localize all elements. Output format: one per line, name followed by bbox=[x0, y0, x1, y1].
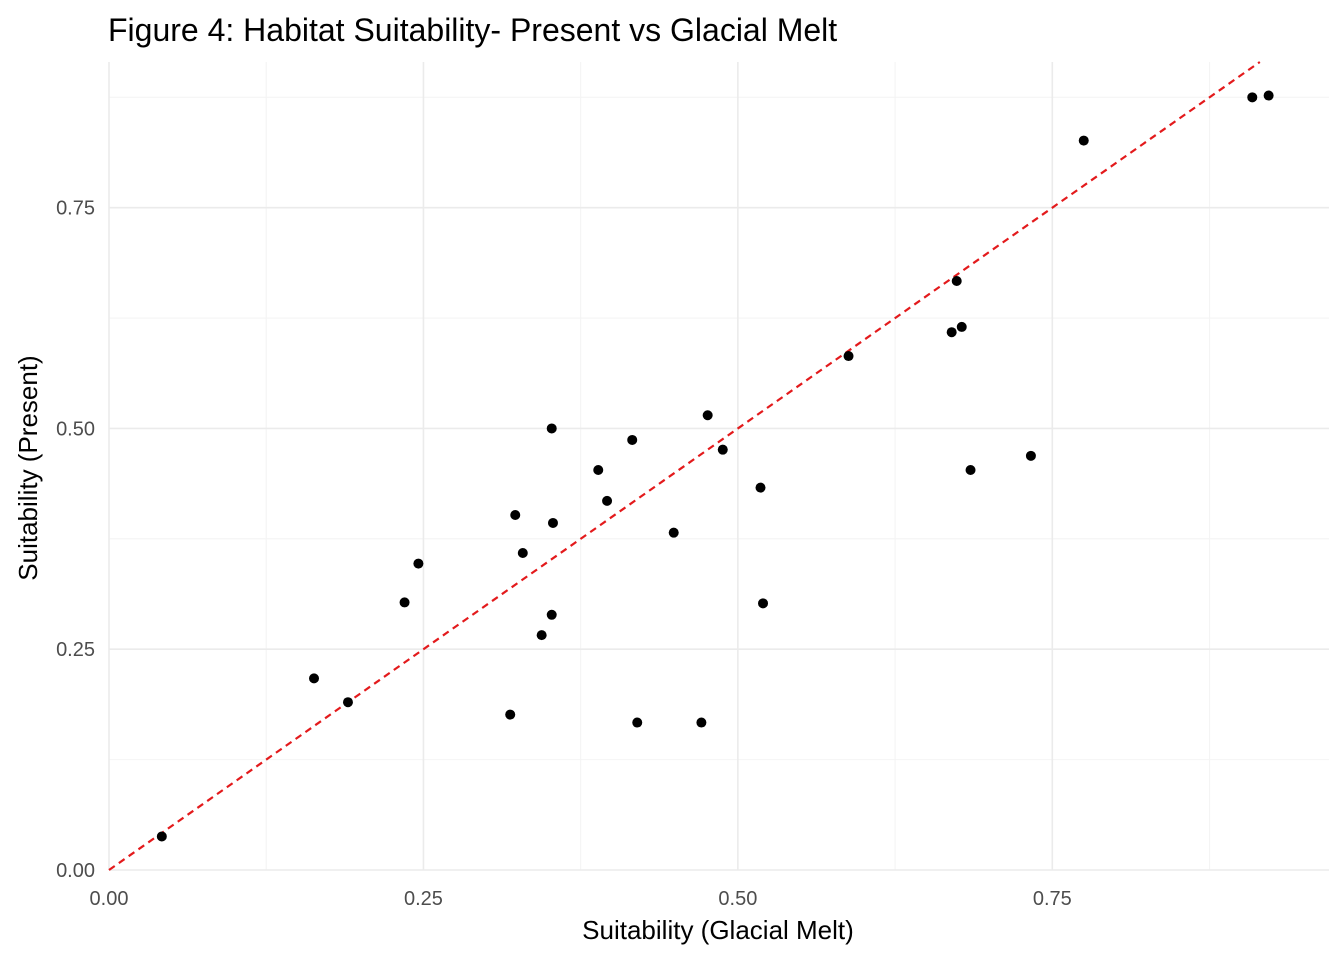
data-point bbox=[309, 673, 320, 684]
data-point bbox=[632, 717, 643, 728]
data-point bbox=[156, 831, 167, 842]
data-point bbox=[696, 717, 707, 728]
chart-title: Figure 4: Habitat Suitability- Present v… bbox=[108, 12, 837, 48]
data-point bbox=[1025, 450, 1036, 461]
data-point bbox=[627, 434, 638, 445]
data-point bbox=[965, 464, 976, 475]
y-axis-ticks: 0.00 0.25 0.50 0.75 bbox=[56, 198, 95, 882]
y-axis-title: Suitability (Present) bbox=[13, 355, 43, 580]
data-point bbox=[546, 423, 557, 434]
data-point bbox=[546, 609, 557, 620]
x-tick-label: 0.50 bbox=[718, 888, 757, 910]
data-point bbox=[702, 410, 713, 421]
reference-line-group bbox=[108, 61, 1261, 871]
data-point bbox=[536, 630, 547, 641]
data-point bbox=[413, 558, 424, 569]
x-tick-label: 0.00 bbox=[90, 888, 129, 910]
data-point bbox=[1247, 92, 1258, 103]
x-axis-ticks: 0.00 0.25 0.50 0.75 bbox=[90, 888, 1072, 910]
y-tick-label: 0.75 bbox=[56, 198, 95, 220]
grid-lines bbox=[108, 62, 1329, 871]
data-point bbox=[510, 510, 521, 521]
data-point bbox=[593, 464, 604, 475]
data-point bbox=[399, 597, 410, 608]
x-axis-title: Suitability (Glacial Melt) bbox=[582, 915, 854, 945]
data-point bbox=[342, 697, 353, 708]
data-point bbox=[843, 351, 854, 362]
data-point bbox=[602, 495, 613, 506]
data-point bbox=[755, 482, 766, 493]
data-point bbox=[517, 547, 528, 558]
y-tick-label: 0.50 bbox=[56, 418, 95, 440]
data-point bbox=[758, 598, 769, 609]
y-tick-label: 0.25 bbox=[56, 639, 95, 661]
data-point bbox=[505, 709, 516, 720]
data-point bbox=[547, 517, 558, 528]
data-point bbox=[668, 527, 679, 538]
data-point bbox=[951, 275, 962, 286]
data-point bbox=[946, 327, 957, 338]
x-tick-label: 0.25 bbox=[404, 888, 443, 910]
data-points bbox=[156, 90, 1274, 842]
data-point bbox=[1078, 135, 1089, 146]
identity-reference-line bbox=[108, 61, 1261, 871]
data-point bbox=[1263, 90, 1274, 101]
y-tick-label: 0.00 bbox=[56, 860, 95, 882]
x-tick-label: 0.75 bbox=[1033, 888, 1072, 910]
data-point bbox=[717, 444, 728, 455]
data-point bbox=[956, 321, 967, 332]
